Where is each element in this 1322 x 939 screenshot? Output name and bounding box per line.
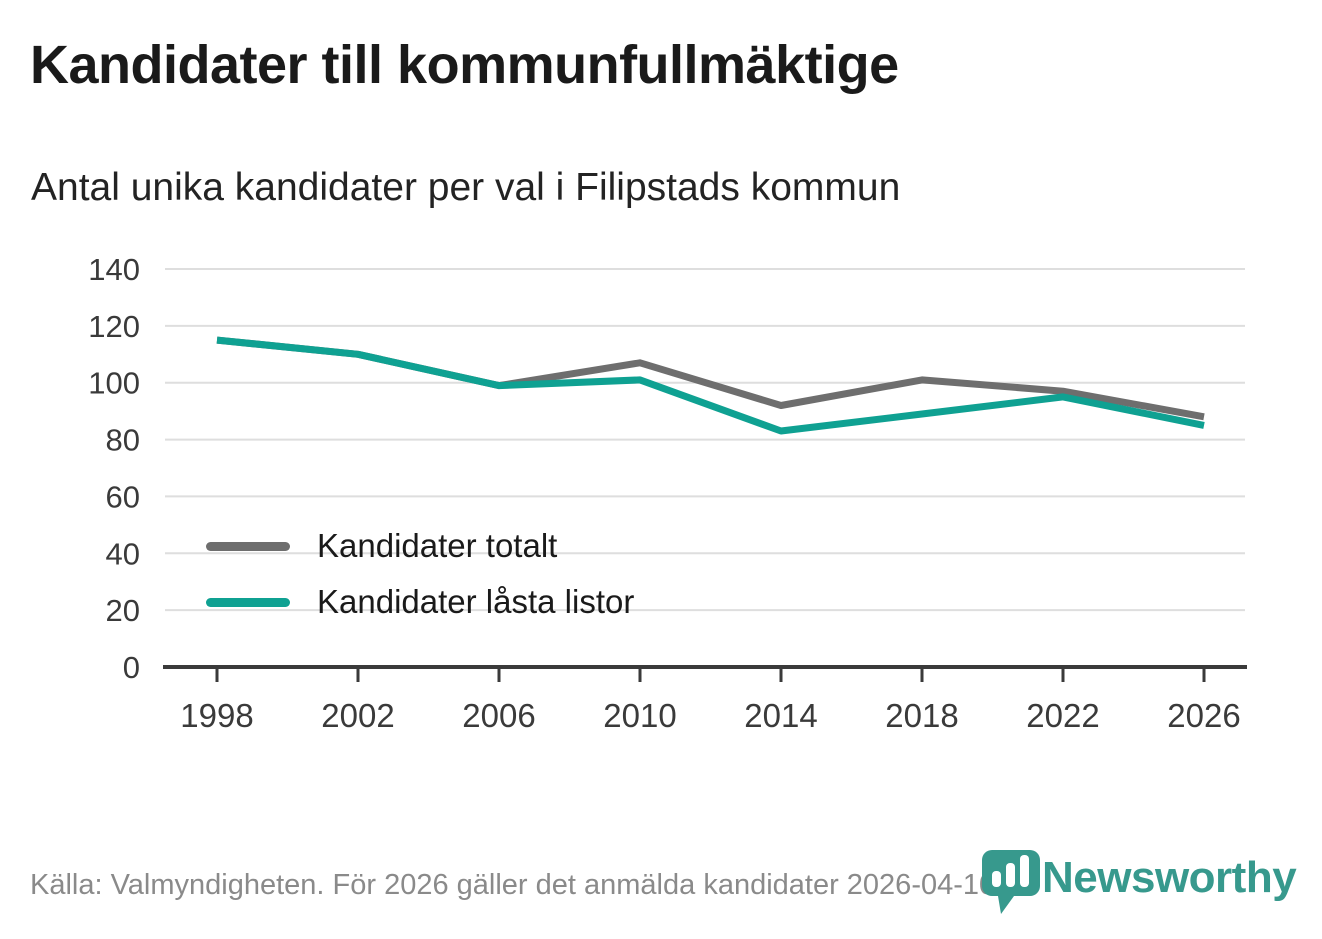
chart-legend: Kandidater totalt Kandidater låsta listo… xyxy=(206,527,634,639)
y-axis-tick-label: 20 xyxy=(106,593,140,628)
legend-swatch-lasta-listor xyxy=(206,597,290,607)
x-axis-tick-label: 1998 xyxy=(180,697,253,734)
x-axis-labels: 1998 2002 2006 2010 2014 2018 2022 2026 xyxy=(180,697,1240,734)
source-note: Källa: Valmyndigheten. För 2026 gäller d… xyxy=(30,869,1004,901)
legend-item-label: Kandidater totalt xyxy=(317,527,558,564)
chart-subtitle: Antal unika kandidater per val i Filipst… xyxy=(31,166,901,209)
x-axis-tick-label: 2022 xyxy=(1026,697,1099,734)
plot-gridlines xyxy=(165,268,1245,612)
y-axis-tick-label: 0 xyxy=(123,650,140,685)
y-axis-labels: 0 20 40 60 80 100 120 140 xyxy=(88,252,140,685)
x-axis-tick-label: 2010 xyxy=(603,697,676,734)
logo-wordmark: Newsworthy xyxy=(1042,853,1297,902)
x-axis xyxy=(163,665,1247,682)
x-axis-tick-label: 2006 xyxy=(462,697,535,734)
chart-series xyxy=(216,336,1205,435)
y-axis-tick-label: 40 xyxy=(106,536,140,571)
newsworthy-pin-barchart-icon xyxy=(982,850,1040,914)
x-axis-tick-label: 2018 xyxy=(885,697,958,734)
series-line-kandidater-l-sta-listor xyxy=(216,336,1205,435)
y-axis-tick-label: 100 xyxy=(88,366,140,401)
y-axis-tick-label: 140 xyxy=(88,252,140,287)
y-axis-tick-label: 120 xyxy=(88,309,140,344)
y-axis-tick-label: 80 xyxy=(106,423,140,458)
x-axis-tick-label: 2026 xyxy=(1167,697,1240,734)
y-axis-tick-label: 60 xyxy=(106,479,140,514)
x-axis-tick-label: 2014 xyxy=(744,697,817,734)
x-axis-tick-label: 2002 xyxy=(321,697,394,734)
chart-title: Kandidater till kommunfullmäktige xyxy=(30,35,899,95)
newsworthy-logo: Newsworthy xyxy=(980,845,1310,925)
legend-item: Kandidater totalt xyxy=(206,527,634,565)
legend-item-label: Kandidater låsta listor xyxy=(317,583,635,620)
legend-swatch-totalt xyxy=(206,541,290,551)
legend-item: Kandidater låsta listor xyxy=(206,583,634,621)
